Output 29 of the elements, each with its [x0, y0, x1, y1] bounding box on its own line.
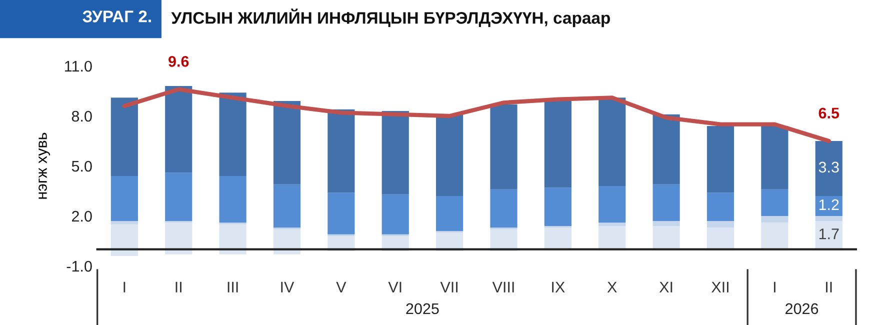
chart-title: ЗУРАГ 2. [82, 10, 151, 22]
y-tick-label: 8.0 [72, 110, 92, 122]
text: 2025 [406, 303, 439, 314]
x-tick-label: XII [712, 282, 728, 292]
x-tick-label: V [336, 282, 346, 292]
data-label: 1.7 [819, 228, 839, 240]
data-label: 6.5 [818, 108, 840, 119]
x-tick-label: I [774, 282, 776, 292]
y-tick-label: -1.0 [66, 260, 92, 272]
chart-subtitle: УЛСЫН ЖИЛИЙН ИНФЛЯЦЫН БҮРЭЛДЭХҮҮН, сараар [171, 8, 610, 28]
x-tick-label: XI [659, 282, 672, 292]
data-label: 1.2 [819, 199, 839, 210]
x-tick-label: IV [281, 282, 294, 292]
y-tick-label: 5.0 [72, 160, 92, 172]
y-tick-label: 2.0 [72, 210, 92, 222]
data-label: 3.3 [818, 162, 839, 173]
x-tick-label: IX [552, 282, 565, 292]
x-tick-label: I [124, 282, 126, 292]
x-tick-label: VII [440, 282, 458, 292]
text: 2026 [786, 303, 818, 314]
x-tick-label: X [607, 282, 617, 292]
x-tick-label: II [176, 282, 182, 292]
y-axis-title: нэгж хувь [38, 132, 50, 199]
x-tick-label: II [826, 282, 832, 292]
x-tick-label: III [228, 282, 238, 292]
data-label: 9.6 [168, 56, 189, 67]
y-tick-label: 11.0 [65, 60, 92, 72]
x-tick-label: VI [388, 282, 402, 292]
x-tick-label: VIII [492, 282, 514, 292]
